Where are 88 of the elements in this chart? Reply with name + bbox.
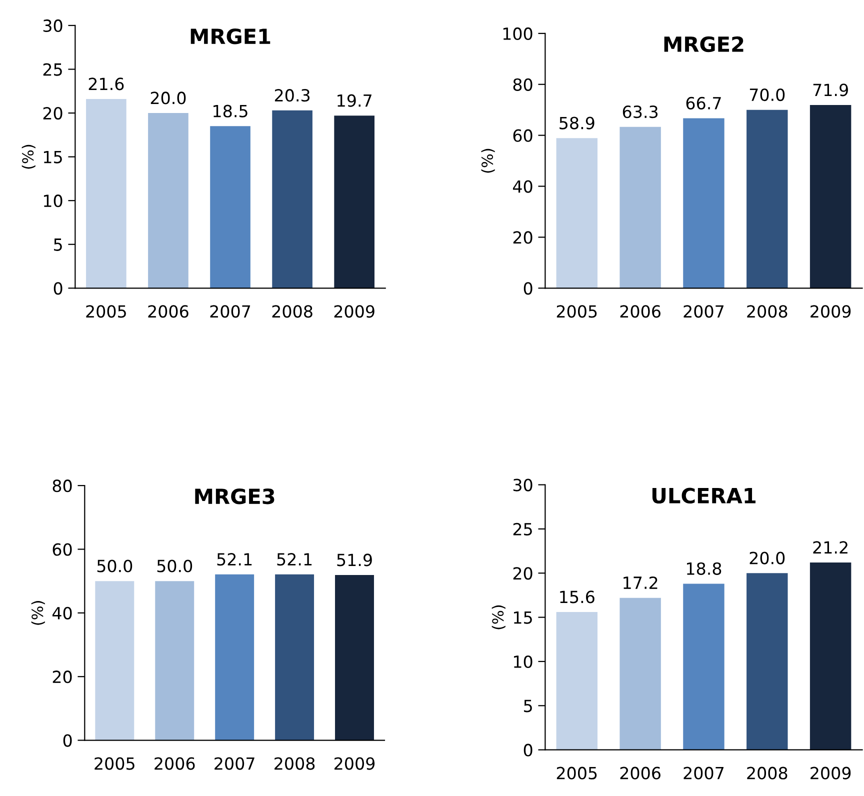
bar <box>272 110 312 288</box>
y-tick-label: 80 <box>52 480 72 492</box>
y-tick-label: 60 <box>513 129 532 142</box>
x-tick-label: 2006 <box>620 305 660 318</box>
x-tick-label: 2006 <box>620 766 660 780</box>
data-label: 20.3 <box>274 89 310 102</box>
x-tick-label: 2008 <box>747 766 788 780</box>
bar <box>683 584 724 750</box>
y-tick-label: 25 <box>513 522 532 536</box>
data-label: 50.0 <box>97 560 132 572</box>
y-tick-label: 0 <box>63 734 72 747</box>
chart-title: MRGE3 <box>195 488 274 504</box>
y-tick-label: 0 <box>524 744 532 756</box>
y-axis-title: (%) <box>492 605 506 630</box>
chart-title: MRGE2 <box>664 36 744 52</box>
x-tick-label: 2005 <box>556 305 597 318</box>
x-tick-label: 2005 <box>86 305 126 318</box>
data-label: 15.6 <box>560 590 594 604</box>
bar <box>334 116 374 288</box>
chart-title: ULCERA1 <box>652 488 756 504</box>
x-tick-label: 2007 <box>684 305 724 318</box>
x-tick-label: 2008 <box>272 305 312 318</box>
bar <box>86 99 126 288</box>
data-label: 58.9 <box>560 116 594 130</box>
data-label: 20.0 <box>750 552 785 564</box>
y-tick-label: 25 <box>43 63 62 76</box>
x-tick-label: 2007 <box>210 305 250 318</box>
x-tick-label: 2006 <box>154 757 195 770</box>
x-tick-label: 2009 <box>810 305 851 318</box>
bar <box>556 138 598 288</box>
y-tick-label: 0 <box>524 282 532 295</box>
x-tick-label: 2005 <box>556 766 597 780</box>
x-tick-label: 2008 <box>274 757 315 770</box>
y-axis-title: (%) <box>22 144 36 169</box>
y-tick-label: 5 <box>524 700 532 712</box>
data-label: 17.2 <box>624 576 658 589</box>
data-label: 51.9 <box>337 554 372 566</box>
data-label: 19.7 <box>338 94 372 107</box>
y-tick-label: 40 <box>52 606 72 620</box>
data-label: 20.0 <box>150 92 186 104</box>
y-tick-label: 0 <box>54 282 62 295</box>
x-tick-label: 2006 <box>148 305 188 318</box>
y-tick-label: 10 <box>514 655 532 668</box>
bar <box>810 105 852 288</box>
x-tick-label: 2007 <box>684 766 724 780</box>
y-tick-label: 40 <box>512 180 532 193</box>
data-label: 50.0 <box>157 560 192 572</box>
y-tick-label: 30 <box>513 478 532 492</box>
data-label: 63.3 <box>622 106 658 118</box>
bar <box>620 598 661 750</box>
y-axis-title: (%) <box>481 148 495 173</box>
y-tick-label: 100 <box>503 27 532 40</box>
data-label: 52.1 <box>277 553 312 566</box>
chart-title: MRGE1 <box>190 28 270 44</box>
bar <box>556 612 598 750</box>
x-tick-label: 2009 <box>810 766 851 780</box>
y-axis-title: (%) <box>31 601 45 625</box>
data-label: 21.6 <box>88 78 124 90</box>
bar <box>810 562 852 750</box>
bar <box>746 573 788 750</box>
y-tick-label: 30 <box>43 19 62 32</box>
y-tick-label: 20 <box>43 106 62 120</box>
y-tick-label: 20 <box>513 231 532 244</box>
bar <box>746 110 788 288</box>
data-label: 70.0 <box>750 88 785 102</box>
bar <box>620 126 661 288</box>
y-tick-label: 20 <box>513 567 532 580</box>
y-tick-label: 10 <box>44 194 62 208</box>
data-label: 71.9 <box>813 84 848 96</box>
x-tick-label: 2007 <box>214 757 254 770</box>
data-label: 18.5 <box>214 104 248 118</box>
data-label: 21.2 <box>813 541 848 554</box>
x-tick-label: 2009 <box>334 757 375 770</box>
y-tick-label: 15 <box>44 150 62 164</box>
y-tick-label: 80 <box>513 78 532 91</box>
x-tick-label: 2008 <box>747 305 788 318</box>
data-label: 52.1 <box>217 553 252 566</box>
bar <box>148 113 188 288</box>
y-tick-label: 20 <box>52 670 72 684</box>
x-tick-label: 2009 <box>334 305 374 318</box>
bar <box>683 118 724 288</box>
data-label: 66.7 <box>686 96 721 110</box>
y-tick-label: 60 <box>52 543 72 556</box>
y-tick-label: 5 <box>54 238 62 251</box>
data-label: 18.8 <box>687 562 722 575</box>
y-tick-label: 15 <box>514 611 532 624</box>
x-tick-label: 2005 <box>94 757 134 770</box>
bar <box>210 126 250 288</box>
